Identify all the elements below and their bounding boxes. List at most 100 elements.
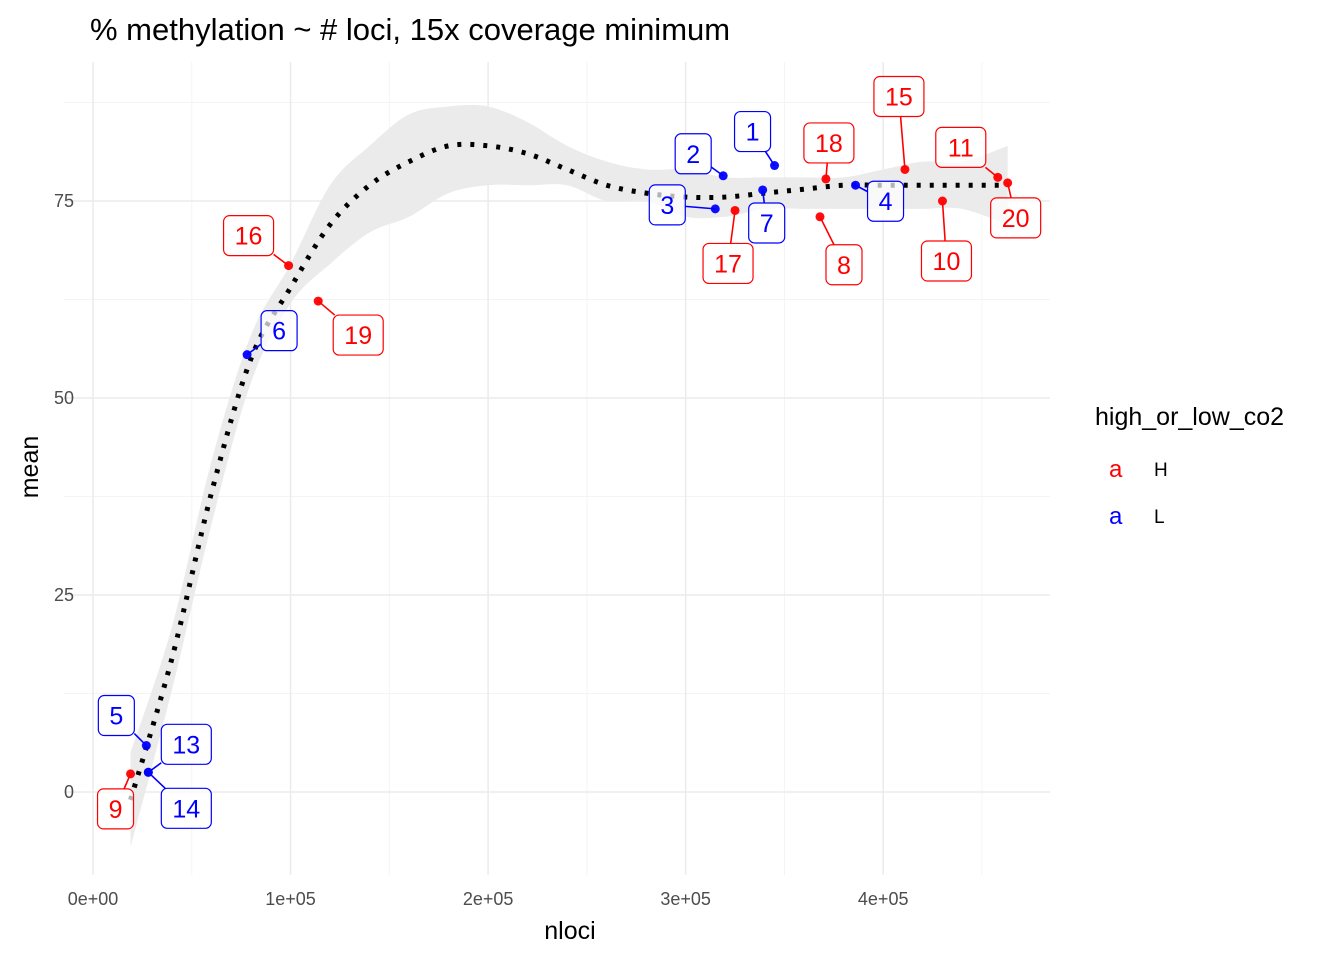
point-label-box	[873, 75, 925, 118]
point-label: 6	[260, 310, 298, 352]
point-label-text: 19	[344, 322, 372, 350]
y-axis-title: mean	[16, 436, 44, 499]
point-label: 19	[332, 314, 384, 356]
point-label-text: 13	[172, 731, 200, 759]
point-label: 4	[866, 180, 905, 222]
legend-title: high_or_low_co2	[1095, 403, 1284, 431]
point-label: 7	[748, 202, 786, 244]
point-label-box	[674, 133, 712, 175]
point-label-text: 7	[760, 210, 774, 238]
label-connector	[685, 205, 716, 210]
data-point	[821, 174, 831, 184]
point-label-box	[803, 122, 855, 164]
point-label-text: 17	[714, 250, 742, 278]
data-point	[851, 180, 861, 190]
data-point	[313, 296, 323, 306]
point-label-box	[935, 126, 987, 168]
point-label: 20	[990, 197, 1042, 239]
data-point	[900, 164, 910, 174]
point-label-box	[702, 242, 754, 285]
point-label-text: 16	[235, 223, 263, 251]
data-point	[143, 767, 153, 777]
point-label-text: 10	[933, 248, 961, 276]
point-label-text: 14	[172, 795, 200, 823]
point-label: 5	[97, 694, 135, 737]
data-point	[730, 205, 740, 215]
y-tick-label: 50	[54, 388, 74, 408]
point-label-text: 8	[837, 252, 851, 280]
x-tick-label: 2e+05	[463, 889, 514, 909]
point-label: 15	[873, 75, 925, 118]
y-tick-label: 0	[64, 782, 74, 802]
legend: high_or_low_co2 a H a L	[1095, 403, 1284, 530]
data-point	[758, 185, 768, 195]
data-point	[770, 161, 780, 171]
data-point	[126, 769, 136, 779]
x-tick-label: 0e+00	[68, 889, 119, 909]
data-point	[993, 172, 1003, 182]
data-point	[718, 171, 728, 181]
label-connector	[899, 116, 906, 170]
data-point	[284, 261, 294, 271]
x-tick-label: 1e+05	[265, 889, 316, 909]
point-label-box	[866, 180, 905, 222]
point-label: 13	[160, 723, 212, 765]
major-gridlines	[64, 62, 1050, 875]
point-label-box	[160, 723, 212, 765]
point-label-box	[990, 197, 1042, 239]
point-label: 11	[935, 126, 987, 168]
legend-label-h: H	[1154, 460, 1168, 481]
point-label: 10	[920, 240, 973, 282]
point-label-text: 4	[879, 188, 893, 216]
point-label: 16	[222, 215, 275, 257]
label-connector	[941, 200, 946, 242]
point-label-text: 5	[109, 703, 123, 731]
point-label: 18	[803, 122, 855, 164]
point-label-text: 1	[746, 119, 760, 147]
data-points	[126, 161, 1013, 779]
point-label: 14	[160, 787, 212, 829]
data-point	[937, 196, 947, 206]
y-tick-label: 75	[54, 191, 74, 211]
legend-label-l: L	[1154, 507, 1165, 528]
y-tick-labels: 0 25 50 75	[54, 191, 74, 802]
point-label-box	[332, 314, 384, 356]
data-point	[141, 741, 151, 751]
point-label-box	[260, 310, 298, 352]
y-tick-label: 25	[54, 585, 74, 605]
point-label: 8	[825, 244, 863, 286]
point-label-text: 3	[660, 192, 674, 220]
point-label-box	[648, 184, 686, 226]
point-label-text: 2	[686, 141, 700, 169]
point-label-text: 18	[815, 130, 843, 158]
legend-key-h: a	[1109, 456, 1123, 483]
point-label-box	[160, 787, 212, 829]
data-point	[815, 212, 825, 222]
x-tick-label: 4e+05	[858, 889, 909, 909]
point-label-box	[825, 244, 863, 286]
label-connector	[729, 210, 736, 244]
point-label-text: 20	[1002, 205, 1030, 233]
point-label-box	[733, 110, 772, 153]
x-tick-labels: 0e+00 1e+05 2e+05 3e+05 4e+05	[68, 889, 909, 909]
point-label-text: 15	[885, 83, 913, 111]
point-label-text: 11	[948, 134, 974, 162]
data-point	[710, 204, 720, 214]
chart-title: % methylation ~ # loci, 15x coverage min…	[90, 12, 730, 47]
point-label-box	[96, 788, 135, 830]
point-label-text: 9	[109, 796, 123, 824]
legend-key-l: a	[1109, 503, 1123, 530]
point-label: 3	[648, 184, 686, 226]
point-label-box	[222, 215, 275, 257]
point-label-box	[920, 240, 973, 282]
x-tick-label: 3e+05	[660, 889, 711, 909]
label-connector	[819, 216, 835, 246]
data-point	[1003, 178, 1013, 188]
confidence-ribbon	[130, 104, 1008, 848]
point-label: 1	[733, 110, 772, 153]
point-label: 9	[96, 788, 135, 830]
point-label-text: 6	[272, 318, 286, 346]
point-label-box	[97, 694, 135, 737]
